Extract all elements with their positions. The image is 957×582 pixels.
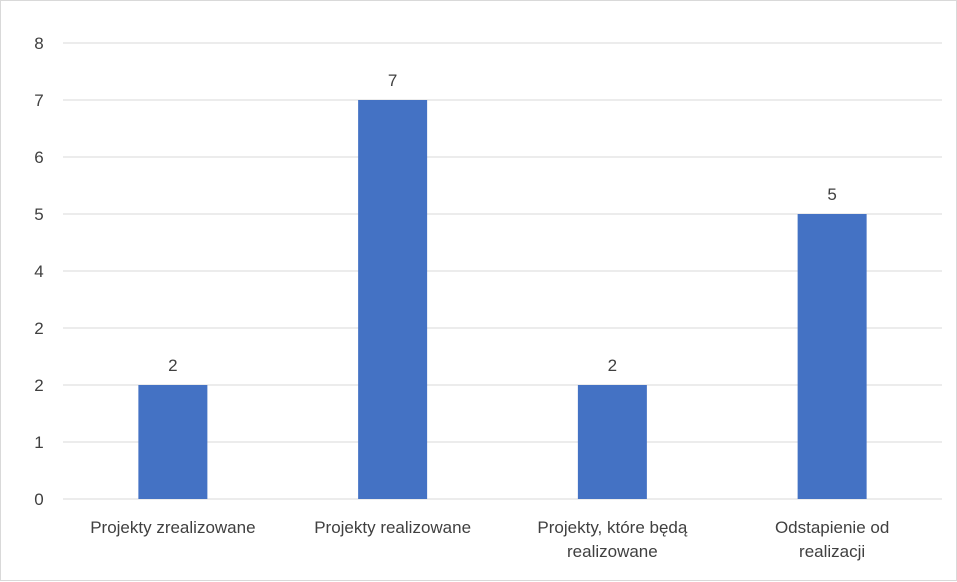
data-label: 2 xyxy=(608,356,617,375)
x-category-label-line: Projekty zrealizowane xyxy=(90,518,255,537)
x-category-label: Projekty zrealizowane xyxy=(90,518,255,537)
bar xyxy=(577,385,647,499)
x-category-label-line: realizowane xyxy=(567,542,658,561)
x-category-label: Projekty realizowane xyxy=(314,518,471,537)
y-tick-label: 8 xyxy=(34,34,43,53)
data-labels: 2 7 2 5 xyxy=(168,71,837,375)
data-label: 7 xyxy=(388,71,397,90)
y-tick-label: 4 xyxy=(34,262,43,281)
x-category-label: Odstapienie od realizacji xyxy=(775,518,889,561)
bar xyxy=(138,385,208,499)
bars xyxy=(138,100,867,499)
data-label: 2 xyxy=(168,356,177,375)
y-tick-label: 6 xyxy=(34,148,43,167)
y-tick-label: 2 xyxy=(34,376,43,395)
bar xyxy=(358,100,428,499)
data-label: 5 xyxy=(827,185,836,204)
gridlines xyxy=(63,42,942,500)
x-category-label-line: Odstapienie od xyxy=(775,518,889,537)
y-tick-label: 5 xyxy=(34,205,43,224)
bar xyxy=(797,214,867,499)
y-tick-label: 0 xyxy=(34,490,43,509)
y-axis: 0 1 2 2 4 5 6 7 8 xyxy=(34,34,43,509)
x-category-label-line: Projekty realizowane xyxy=(314,518,471,537)
x-category-label-line: realizacji xyxy=(799,542,865,561)
x-category-label-line: Projekty, które będą xyxy=(537,518,687,537)
x-category-label: Projekty, które będą realizowane xyxy=(537,518,687,561)
x-axis: Projekty zrealizowane Projekty realizowan… xyxy=(90,518,889,561)
y-tick-label: 2 xyxy=(34,319,43,338)
y-tick-label: 7 xyxy=(34,91,43,110)
y-tick-label: 1 xyxy=(34,433,43,452)
